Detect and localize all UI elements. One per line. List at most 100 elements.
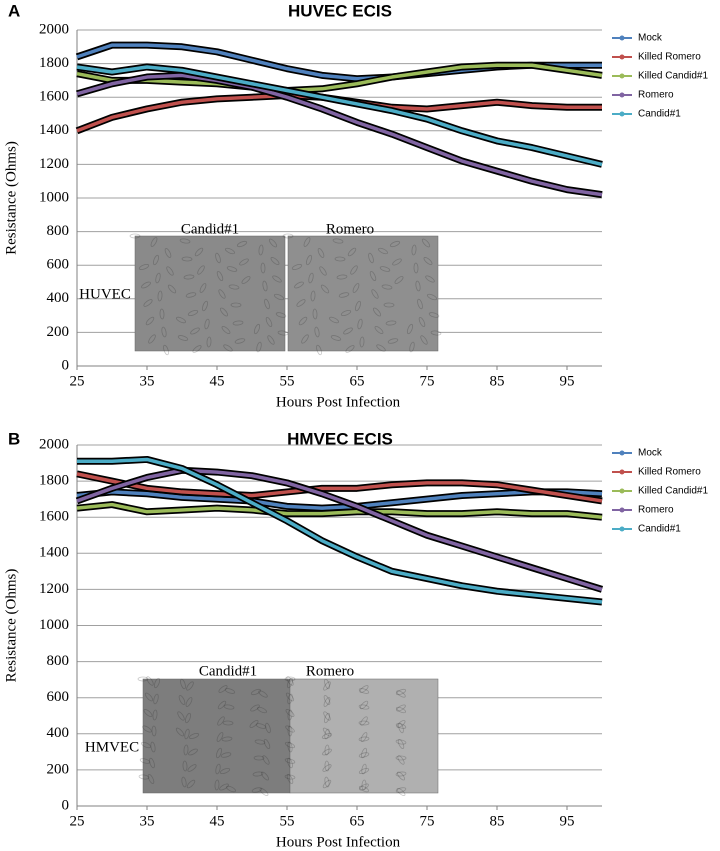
cell-texture [152,709,158,721]
cell-texture [164,248,172,258]
cell-texture [186,681,194,691]
cell-texture [395,787,407,793]
cell-texture [214,779,220,791]
x-tick-label: 45 [210,813,225,829]
panel-letter: A [8,1,20,20]
cell-texture [286,676,294,686]
cell-texture [359,685,369,693]
cell-texture [185,292,197,298]
cell-texture [129,233,141,239]
cell-texture [301,334,309,344]
x-tick-label: 25 [70,813,85,829]
cell-texture [308,272,314,284]
y-tick-label: 0 [62,357,70,373]
cell-texture [389,240,401,248]
legend-label: Killed Romero [638,52,701,63]
cell-texture [425,275,435,283]
cell-texture [188,733,200,739]
cell-texture [222,720,234,726]
cell-texture [139,758,151,764]
cell-texture [224,688,236,694]
cell-texture [219,767,231,775]
cell-texture [216,747,222,759]
cell-texture [176,316,186,324]
cell-texture [228,284,240,290]
cell-texture [392,258,402,266]
cell-texture [197,265,205,275]
cell-texture [286,677,294,689]
cell-texture [379,266,391,272]
cell-texture [421,238,431,248]
cell-texture [324,760,330,772]
legend-label: Killed Candid#1 [638,486,708,497]
cell-texture [270,257,280,265]
y-tick-label: 200 [47,761,70,777]
cell-texture [192,345,202,353]
cell-texture [145,316,155,326]
cell-texture [215,763,221,775]
cell-texture [256,341,262,353]
y-tick-label: 200 [47,324,70,340]
cell-texture [249,720,259,728]
cell-texture [185,697,193,707]
x-tick-label: 35 [140,373,155,389]
x-tick-label: 55 [280,813,295,829]
cell-texture [199,283,207,293]
x-tick-label: 95 [560,373,575,389]
cell-texture [253,755,265,761]
inset-image [287,235,439,352]
cell-texture [258,690,268,698]
cell-texture [258,244,264,256]
cell-texture [360,732,368,742]
cell-texture [221,736,233,742]
cell-type-label: HUVEC [79,286,131,302]
cell-texture [253,323,261,335]
inset-image [134,235,286,352]
cell-texture [220,752,232,758]
cell-texture [316,344,322,356]
cell-texture [361,779,367,791]
cell-texture [377,247,389,255]
legend-label: Romero [638,505,674,516]
cell-texture [352,283,360,293]
cell-texture [262,755,270,765]
y-tick-label: 400 [47,725,70,741]
cell-texture [298,316,308,326]
cell-texture [267,335,275,345]
cell-texture [294,281,304,289]
cell-texture [383,302,395,308]
cell-texture [317,248,325,258]
legend-marker [619,35,625,41]
cell-texture [178,695,186,705]
cell-texture [144,692,154,702]
cell-texture [143,709,153,717]
cell-texture [262,280,268,292]
cell-texture [181,256,193,262]
cell-texture [217,700,227,710]
cell-texture [273,293,285,301]
cell-texture [430,330,442,336]
cell-texture [355,300,361,312]
cell-texture [138,264,150,270]
cell-texture [345,345,355,353]
cell-texture [343,327,353,335]
y-tick-label: 1600 [39,509,69,525]
y-tick-label: 2000 [39,21,69,37]
cell-texture [219,783,229,791]
cell-texture [151,725,157,737]
cell-texture [287,741,293,753]
cell-texture [286,774,294,784]
cell-texture [334,256,346,262]
cell-texture [218,685,228,693]
cell-texture [359,336,365,348]
inset-label: Romero [326,221,374,237]
cell-texture [141,281,151,289]
series-line [76,468,603,592]
cell-texture [284,758,296,764]
series-shadow [76,71,603,199]
legend-marker [619,111,625,117]
cell-texture [358,720,370,726]
cell-texture [260,771,270,781]
cell-texture [250,704,260,712]
